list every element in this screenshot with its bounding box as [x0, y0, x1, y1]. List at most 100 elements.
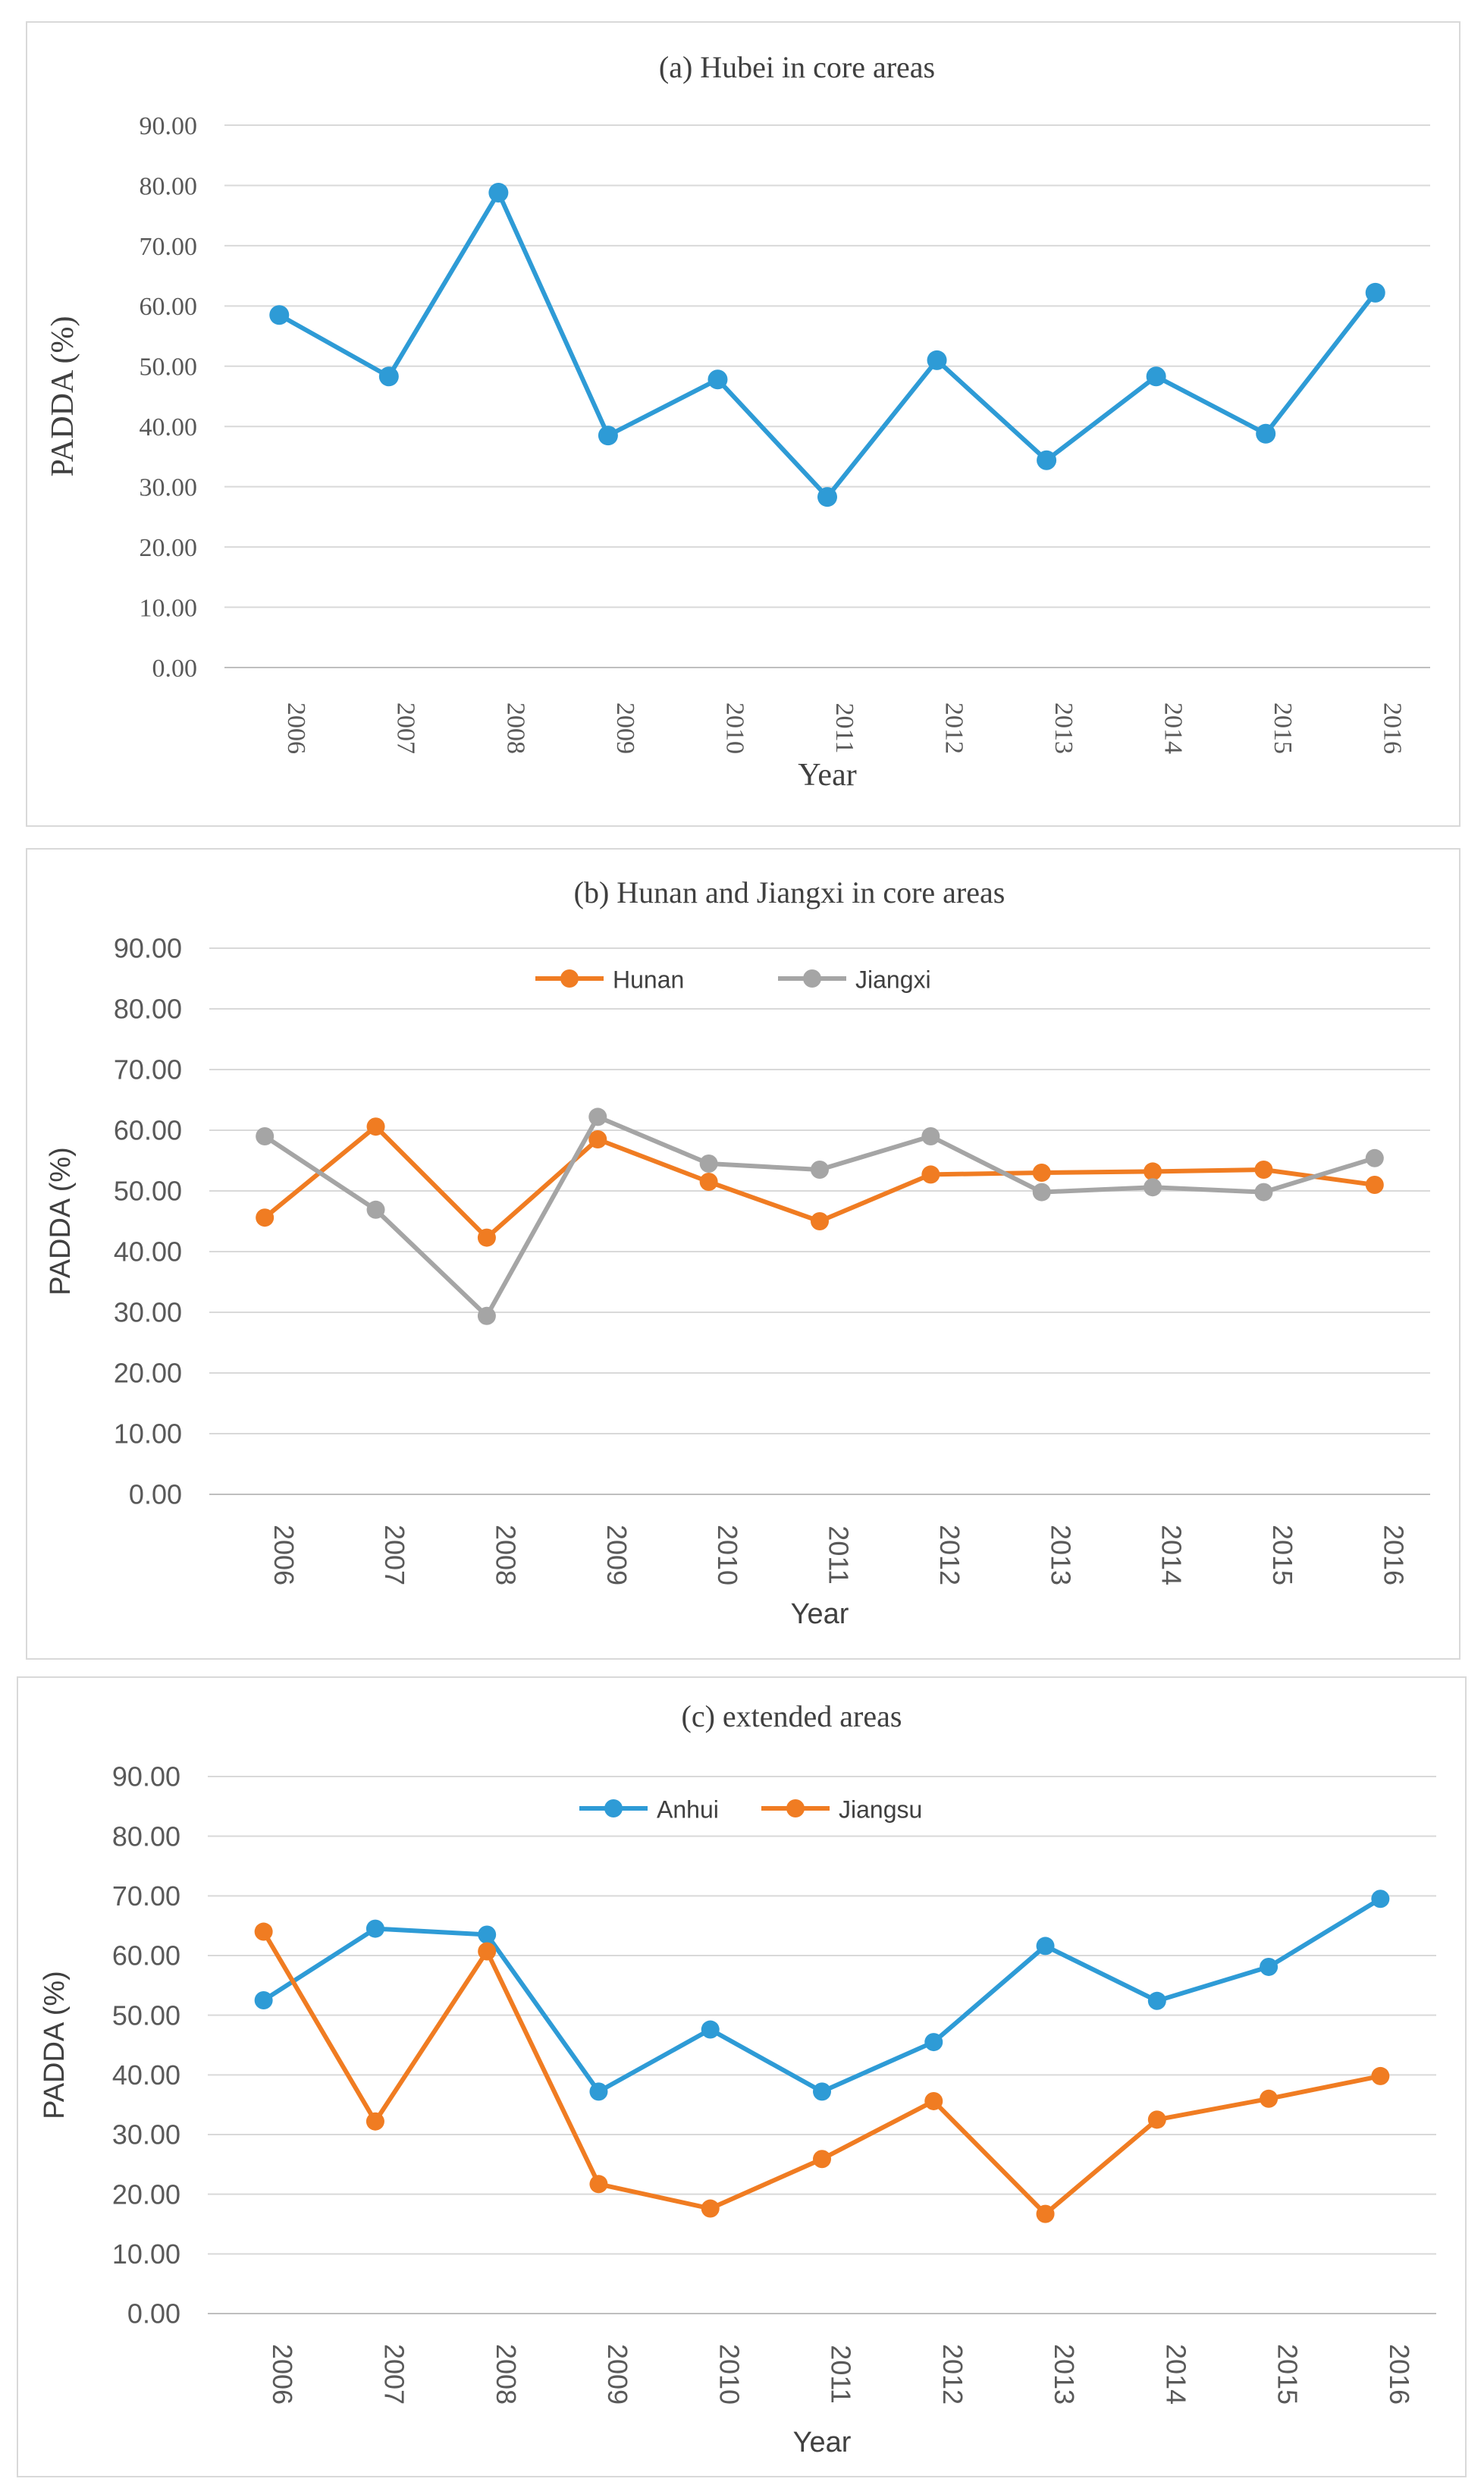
y-tick-label: 30.00: [112, 2119, 180, 2150]
y-tick-label: 70.00: [112, 1880, 180, 1912]
data-point: [378, 366, 399, 387]
y-tick-label: 10.00: [112, 2238, 180, 2270]
hubei-line-chart: (a) Hubei in core areas 0.00 10.00 20.00 30.…: [45, 50, 1430, 793]
data-point: [811, 1212, 829, 1230]
data-point: [598, 426, 618, 446]
x-tick-label: 2016: [1379, 702, 1407, 754]
x-tick-label: 2015: [1269, 702, 1297, 754]
chart-panel-hunan-jiangxi: (b) Hunan and Jiangxi in core areas 0.00 1…: [26, 848, 1460, 1660]
data-point: [701, 2199, 720, 2218]
x-tick-label: 2010: [720, 702, 748, 754]
y-tick-label: 10.00: [114, 1418, 182, 1450]
y-tick-label: 50.00: [114, 1176, 182, 1207]
chart-title: (b) Hunan and Jiangxi in core areas: [574, 875, 1006, 909]
data-point: [254, 1991, 273, 2009]
y-axis-label: PADDA (%): [45, 316, 80, 477]
data-point: [817, 487, 837, 507]
data-point: [921, 1165, 940, 1184]
data-point: [366, 1200, 385, 1219]
data-point: [1036, 1937, 1055, 1956]
y-tick-label: 60.00: [114, 1115, 182, 1146]
legend-label: Anhui: [657, 1796, 719, 1824]
y-tick-label: 0.00: [127, 2298, 180, 2329]
y-tick-label: 80.00: [140, 172, 198, 200]
y-axis-label: PADDA (%): [45, 1147, 77, 1296]
data-point: [589, 2082, 608, 2101]
x-tick-label: 2010: [712, 1525, 743, 1585]
data-point: [1371, 1890, 1390, 1909]
y-tick-label: 30.00: [140, 474, 198, 502]
y-tick-label: 90.00: [112, 1761, 180, 1792]
data-point: [707, 369, 728, 390]
extended-areas-line-chart: (c) extended areas 0.00 10.00 20.00 30.00 40.…: [39, 1699, 1436, 2458]
data-point: [1147, 1991, 1166, 2010]
y-tick-label: 90.00: [114, 933, 182, 964]
data-point: [1365, 1176, 1384, 1194]
data-point: [1144, 1162, 1162, 1181]
data-point: [1365, 282, 1385, 303]
x-axis-label: Year: [791, 1598, 849, 1630]
x-tick-label: 2014: [1156, 1525, 1188, 1585]
y-tick-label: 80.00: [112, 1821, 180, 1852]
y-tick-label: 80.00: [114, 994, 182, 1025]
x-tick-label: 2009: [611, 702, 639, 754]
x-tick-label: 2007: [379, 2344, 410, 2405]
data-point: [478, 1925, 497, 1944]
data-point: [477, 1306, 496, 1325]
legend-marker: [560, 969, 579, 988]
legend-label: Jiangsu: [839, 1796, 922, 1824]
x-tick-label: 2009: [602, 2344, 633, 2405]
y-axis-label: PADDA (%): [39, 1971, 71, 2119]
data-point: [699, 1173, 718, 1191]
data-point: [254, 1922, 273, 1941]
y-tick-label: 90.00: [140, 112, 198, 140]
data-point: [1037, 450, 1057, 470]
y-tick-label: 30.00: [114, 1297, 182, 1328]
x-tick-label: 2007: [392, 702, 420, 754]
data-point: [269, 305, 290, 325]
y-tick-label: 20.00: [112, 2179, 180, 2210]
data-point: [1144, 1178, 1162, 1197]
legend-marker: [786, 1799, 805, 1817]
data-point: [1254, 1161, 1273, 1179]
data-point: [927, 350, 947, 370]
x-tick-label: 2006: [267, 2344, 298, 2405]
data-point: [813, 2150, 831, 2169]
x-tick-label: 2011: [826, 2345, 857, 2403]
x-tick-label: 2015: [1272, 2344, 1304, 2405]
chart-panel-hubei: (a) Hubei in core areas 0.00 10.00 20.00 30.…: [26, 21, 1460, 827]
data-point: [699, 1155, 718, 1173]
legend-marker: [803, 969, 821, 988]
series-line-jiangsu: [262, 1931, 1381, 2216]
x-tick-label: 2010: [714, 2344, 745, 2405]
data-point: [1032, 1183, 1051, 1202]
y-tick-label: 10.00: [140, 594, 198, 622]
data-point: [924, 2091, 943, 2110]
y-tick-label: 0.00: [129, 1479, 182, 1510]
x-tick-label: 2012: [940, 702, 968, 754]
chart-panel-extended-areas: (c) extended areas 0.00 10.00 20.00 30.00 40.…: [17, 1676, 1467, 2477]
y-tick-label: 20.00: [114, 1358, 182, 1389]
data-point: [811, 1161, 829, 1179]
data-point: [588, 1107, 607, 1126]
y-tick-label: 60.00: [140, 293, 198, 321]
data-point: [366, 2112, 384, 2131]
chart-title: (c) extended areas: [682, 1699, 902, 1733]
data-point: [1371, 2066, 1390, 2085]
chart-title: (a) Hubei in core areas: [659, 50, 935, 84]
data-point: [256, 1127, 275, 1145]
x-tick-label: 2006: [282, 702, 310, 754]
x-tick-label: 2012: [934, 1525, 965, 1585]
data-point: [256, 1208, 275, 1227]
x-tick-label: 2016: [1378, 1525, 1409, 1585]
series-line-anhui: [262, 1896, 1382, 2094]
x-tick-label: 2006: [268, 1525, 300, 1585]
y-tick-label: 40.00: [112, 2059, 180, 2091]
x-tick-label: 2014: [1159, 702, 1188, 754]
data-point: [1260, 2089, 1278, 2108]
x-tick-label: 2014: [1160, 2344, 1191, 2405]
y-tick-label: 50.00: [140, 353, 198, 382]
x-axis-label: Year: [798, 758, 856, 793]
x-tick-label: 2013: [1049, 2344, 1080, 2405]
data-point: [478, 1942, 497, 1961]
